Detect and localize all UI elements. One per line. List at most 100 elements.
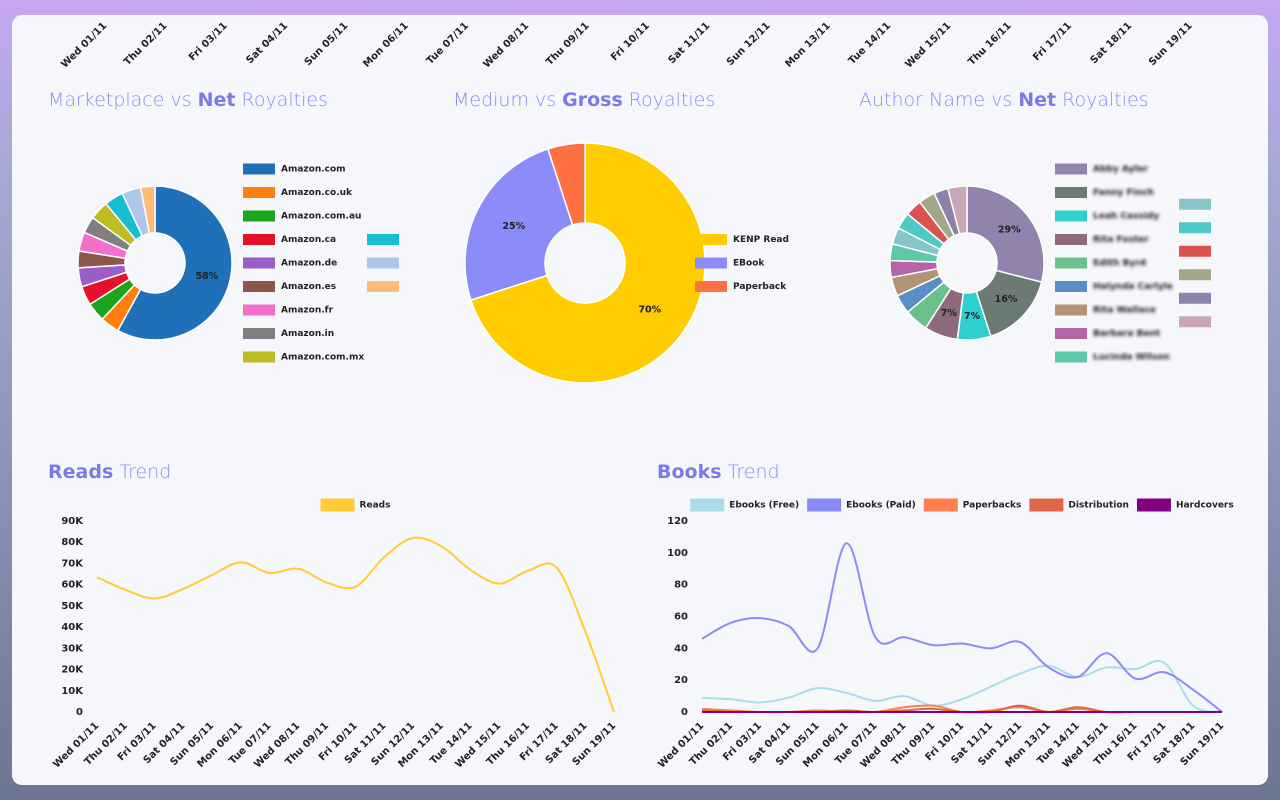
legend-label: Amazon.de [281, 259, 337, 269]
legend-swatch [243, 234, 275, 245]
legend-swatch [1055, 328, 1087, 339]
legend-swatch [1055, 163, 1087, 175]
legend-label: EBook [733, 259, 765, 269]
legend-swatch [695, 281, 727, 292]
legend-swatch [243, 163, 275, 175]
legend-item: Distribution [1029, 498, 1129, 512]
legend-label: Barbara Bent [1093, 329, 1161, 339]
y-tick-label: 40K [61, 622, 84, 633]
legend-item: Paperbacks [923, 498, 1022, 512]
title-part: Net [198, 89, 236, 111]
slice-label: 7% [941, 308, 958, 319]
legend-swatch [243, 187, 275, 198]
legend-swatch [695, 257, 727, 269]
pie-slice [546, 142, 586, 226]
y-tick-label: 40 [674, 643, 688, 654]
chart-title: Medium vs Gross Royalties [453, 89, 715, 111]
y-tick-label: 80K [61, 537, 84, 548]
legend-swatch [923, 498, 958, 512]
legend-item: Hardcovers [1136, 498, 1234, 512]
legend-swatch [1055, 281, 1087, 292]
legend-swatch [367, 234, 399, 245]
legend-swatch [1029, 498, 1064, 512]
legend-swatch [807, 498, 842, 512]
legend-swatch [1055, 351, 1087, 363]
title-part: Gross [562, 89, 623, 111]
legend-swatch [1179, 269, 1211, 281]
chart-title: Author Name vs Net Royalties [859, 89, 1149, 111]
y-tick-label: 120 [667, 516, 688, 527]
legend-label: Amazon.co.uk [281, 188, 353, 198]
slice-label: 29% [998, 225, 1021, 236]
legend-label: Paperbacks [963, 501, 1022, 511]
legend-label: Reads [360, 501, 391, 511]
y-tick-label: 20 [674, 675, 688, 686]
legend-label: Rita Wallace [1093, 306, 1156, 316]
legend-swatch [690, 498, 725, 512]
chart-title: Marketplace vs Net Royalties [48, 89, 328, 111]
title-part: Royalties [1062, 89, 1148, 111]
legend-swatch [243, 257, 275, 269]
y-tick-label: 10K [61, 686, 84, 697]
title-part: Author Name vs [859, 89, 1012, 111]
legend-swatch [367, 257, 399, 269]
title-part: Trend [728, 461, 780, 483]
slice-label: 7% [964, 311, 981, 322]
legend-swatch [243, 351, 275, 363]
title-part: Royalties [629, 89, 715, 111]
legend-label: Hardcovers [1176, 501, 1234, 511]
legend-swatch [320, 498, 355, 512]
slice-label: 70% [638, 305, 661, 316]
legend-item: Reads [320, 498, 391, 512]
legend-label: Lucinda Wilson [1093, 353, 1170, 363]
legend-swatch [1179, 316, 1211, 328]
legend-swatch [1136, 498, 1171, 512]
y-tick-label: 50K [61, 601, 84, 612]
title-part: Books [657, 461, 722, 483]
slice-label: 16% [995, 294, 1018, 305]
legend-label: Distribution [1068, 501, 1129, 511]
card [12, 15, 1268, 785]
y-tick-label: 100 [667, 548, 688, 559]
pie-slice [464, 147, 574, 302]
pie-slice [116, 185, 233, 341]
legend-label: Paperback [733, 282, 787, 292]
legend-label: Amazon.com.mx [281, 353, 364, 363]
line-series [701, 659, 1223, 713]
legend-label: Ebooks (Paid) [846, 501, 916, 511]
legend-swatch [1179, 292, 1211, 304]
legend-swatch [243, 210, 275, 222]
y-tick-label: 0 [76, 707, 83, 718]
slice-label: 25% [502, 221, 525, 232]
legend-swatch [243, 304, 275, 316]
pie-slice [139, 185, 156, 235]
legend-swatch [367, 281, 399, 292]
legend-swatch [1055, 234, 1087, 245]
legend-label: Rita Foster [1093, 235, 1149, 245]
slice-label: 58% [195, 271, 218, 282]
y-tick-label: 60K [61, 580, 84, 591]
pie-slice [469, 142, 706, 384]
legend-swatch [1055, 257, 1087, 269]
title-part: Trend [119, 461, 171, 483]
legend-label: Amazon.es [281, 282, 336, 292]
y-tick-label: 30K [61, 643, 84, 654]
pie-slice [946, 185, 968, 235]
y-tick-label: 90K [61, 516, 84, 527]
legend-swatch [1179, 198, 1211, 210]
title-part: Net [1018, 89, 1056, 111]
legend-label: Edith Byrd [1093, 259, 1146, 269]
y-tick-label: 20K [61, 665, 84, 676]
legend-label: Amazon.com.au [281, 212, 361, 222]
legend-item: Ebooks (Paid) [807, 498, 916, 512]
y-tick-label: 70K [61, 558, 84, 569]
legend-label: KENP Read [733, 235, 789, 245]
line-series [96, 536, 615, 713]
y-tick-label: 60 [674, 612, 688, 623]
legend-swatch [243, 281, 275, 292]
legend-swatch [695, 234, 727, 245]
legend-swatch [243, 328, 275, 339]
chart-title: Reads Trend [48, 461, 171, 483]
legend-label: Amazon.fr [281, 306, 334, 316]
